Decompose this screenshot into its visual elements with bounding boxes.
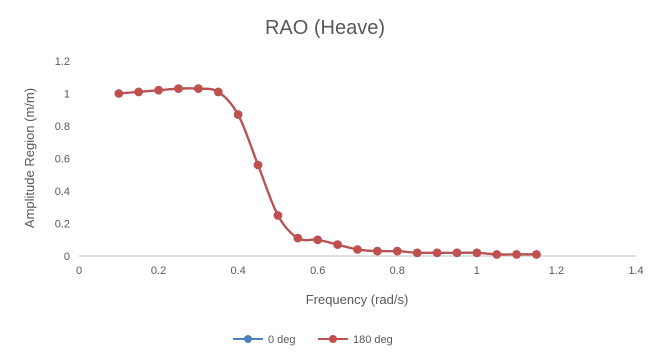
data-point	[154, 85, 163, 95]
series-layer	[114, 84, 541, 259]
y-tick-label: 0.8	[55, 121, 70, 133]
data-point	[313, 235, 323, 245]
x-tick-label: 0.8	[390, 265, 405, 277]
series-line	[118, 87, 537, 256]
data-point	[472, 248, 482, 258]
data-point	[253, 160, 263, 170]
x-tick-label: 1	[474, 265, 480, 277]
data-point	[114, 89, 124, 98]
legend-label: 0 deg	[268, 334, 296, 346]
y-tick-label: 0.4	[55, 186, 70, 198]
data-point	[333, 240, 342, 249]
x-axis-label: Frequency (rad/s)	[306, 292, 409, 307]
chart-title: RAO (Heave)	[265, 17, 385, 39]
data-point	[412, 248, 422, 258]
data-point	[492, 250, 502, 259]
y-tick-label: 0.6	[55, 154, 70, 166]
x-tick-label: 0.4	[230, 265, 245, 277]
legend-item: 180 deg	[318, 334, 393, 346]
data-point	[293, 233, 303, 243]
legend-marker	[244, 335, 252, 343]
data-point	[393, 246, 402, 256]
data-point	[273, 211, 283, 220]
legend-label: 180 deg	[353, 334, 393, 346]
y-tick-label: 0.2	[55, 219, 70, 231]
y-axis-label: Amplitude Region (m/m)	[22, 88, 37, 228]
data-point	[134, 87, 143, 97]
data-point	[174, 84, 183, 93]
data-point	[452, 248, 462, 258]
data-point	[233, 110, 243, 119]
series-0	[114, 84, 541, 259]
data-point	[373, 246, 382, 256]
x-tick-label: 1.2	[549, 265, 564, 277]
data-point	[432, 248, 442, 258]
data-point	[512, 250, 521, 259]
x-tick-label: 1.4	[628, 265, 643, 277]
legend-item: 0 deg	[233, 334, 296, 346]
series-1	[114, 84, 541, 259]
legend-marker	[329, 335, 337, 343]
x-tick-label: 0.6	[310, 265, 325, 277]
y-tick-label: 1.2	[55, 56, 70, 68]
data-point	[532, 250, 541, 259]
axes: 0 0.2 0.4 0.6 0.8 1 1.2 1.4 0 0.2 0.4 0.6 0.8 1 1.2	[55, 56, 644, 277]
y-tick-label: 0	[64, 251, 70, 263]
x-tick-label: 0.2	[151, 265, 166, 277]
data-point	[214, 87, 223, 97]
series-line	[118, 87, 537, 256]
y-tick-label: 1	[64, 89, 70, 101]
legend: 0 deg 180 deg	[233, 334, 393, 346]
data-point	[353, 245, 362, 254]
x-tick-label: 0	[76, 265, 82, 277]
data-point	[194, 84, 203, 93]
